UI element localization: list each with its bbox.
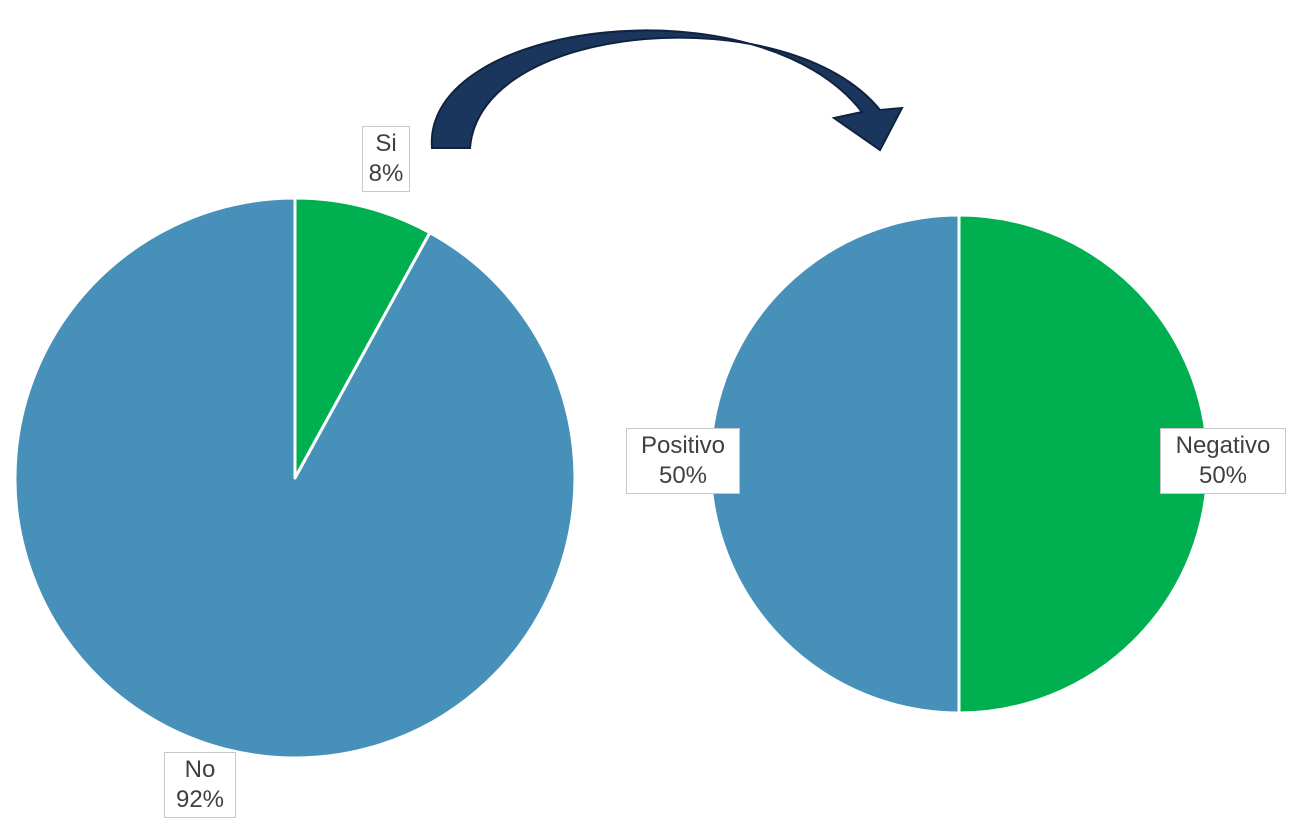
data-label-no-name: No	[184, 756, 216, 783]
pie-slice-no	[13, 196, 577, 760]
pie-slice-si	[293, 196, 432, 480]
data-label-positivo-value: 50%	[658, 462, 708, 489]
data-label-positivo-name: Positivo	[640, 432, 726, 459]
pie-chart-si-no	[13, 196, 577, 760]
data-label-negativo: Negativo 50%	[1160, 428, 1286, 494]
data-label-positivo: Positivo 50%	[626, 428, 740, 494]
data-label-no-value: 92%	[175, 786, 225, 813]
curved-arrow-icon	[430, 29, 904, 152]
data-label-si: Si 8%	[362, 126, 410, 192]
data-label-negativo-value: 50%	[1198, 462, 1248, 489]
data-label-si-name: Si	[375, 130, 397, 157]
data-label-negativo-name: Negativo	[1175, 432, 1271, 459]
data-label-si-value: 8%	[368, 160, 404, 187]
pie-chart-positivo-negativo	[708, 213, 1210, 715]
data-label-no: No 92%	[164, 752, 236, 818]
pie-slice-positivo	[708, 213, 961, 715]
